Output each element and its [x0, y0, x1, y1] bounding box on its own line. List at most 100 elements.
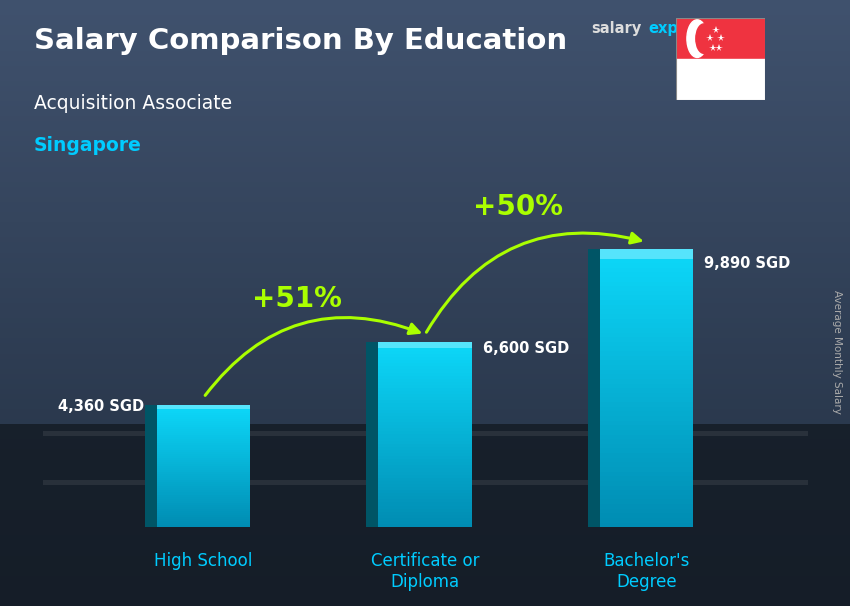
Bar [157, 405, 250, 409]
Bar [0, 505, 850, 510]
Bar [600, 286, 693, 291]
Bar [378, 518, 472, 521]
Bar [157, 413, 250, 415]
Bar [157, 433, 250, 435]
Bar [600, 467, 693, 471]
Bar [157, 429, 250, 431]
Text: explorer: explorer [649, 21, 718, 36]
Bar [0, 454, 850, 459]
Bar [0, 56, 850, 61]
Bar [378, 450, 472, 453]
Bar [600, 439, 693, 444]
Bar [600, 323, 693, 328]
Bar [600, 370, 693, 375]
Bar [157, 517, 250, 519]
Bar [157, 488, 250, 490]
Bar [378, 481, 472, 484]
Bar [0, 61, 850, 65]
Bar [0, 268, 850, 273]
Bar [0, 162, 850, 167]
Bar [378, 367, 472, 370]
Bar [157, 487, 250, 488]
Bar [600, 337, 693, 342]
Bar [0, 344, 850, 348]
Bar [157, 513, 250, 515]
Bar [600, 453, 693, 458]
Bar [157, 454, 250, 456]
Bar [378, 382, 472, 385]
Bar [157, 509, 250, 511]
Bar [676, 18, 765, 59]
Bar [0, 348, 850, 353]
Bar [378, 444, 472, 447]
Bar [378, 351, 472, 354]
Bar [378, 511, 472, 515]
Bar [0, 65, 850, 71]
Bar [378, 515, 472, 518]
Bar [378, 379, 472, 382]
Bar [378, 385, 472, 388]
Bar [0, 262, 850, 268]
Bar [157, 405, 250, 407]
Bar [0, 111, 850, 116]
Bar [378, 435, 472, 438]
Bar [157, 474, 250, 476]
Bar [157, 462, 250, 464]
Bar [600, 272, 693, 277]
Bar [600, 310, 693, 314]
Bar [600, 411, 693, 416]
Bar [42, 431, 807, 436]
Bar [157, 501, 250, 503]
Bar [600, 402, 693, 407]
Bar [0, 232, 850, 238]
Bar [600, 277, 693, 282]
Text: 9,890 SGD: 9,890 SGD [704, 256, 790, 271]
Bar [600, 435, 693, 439]
Bar [600, 249, 693, 254]
Bar [600, 508, 693, 513]
Bar [600, 379, 693, 384]
Bar [0, 242, 850, 247]
Bar [0, 556, 850, 561]
Bar [157, 460, 250, 462]
Text: salary: salary [591, 21, 641, 36]
Bar [378, 416, 472, 419]
Bar [600, 471, 693, 476]
Text: Salary Comparison By Education: Salary Comparison By Education [34, 27, 567, 55]
Text: Singapore: Singapore [34, 136, 142, 155]
Bar [600, 333, 693, 337]
Bar [378, 342, 472, 348]
Bar [0, 222, 850, 227]
Bar [600, 291, 693, 296]
Bar [157, 456, 250, 458]
Bar [378, 404, 472, 407]
Bar [0, 15, 850, 20]
Bar [157, 408, 250, 411]
Bar [0, 500, 850, 505]
Bar [0, 121, 850, 126]
Bar [378, 370, 472, 373]
Bar [0, 45, 850, 50]
Bar [0, 515, 850, 520]
Bar [157, 415, 250, 417]
Bar [0, 313, 850, 318]
Bar [157, 439, 250, 441]
Bar [600, 254, 693, 258]
Bar [157, 411, 250, 413]
Bar [378, 407, 472, 410]
Bar [157, 458, 250, 460]
Bar [0, 601, 850, 606]
Bar [600, 504, 693, 508]
Bar [0, 303, 850, 308]
Bar [0, 187, 850, 192]
Bar [157, 472, 250, 474]
Bar [378, 487, 472, 490]
Bar [0, 374, 850, 379]
Bar [588, 249, 600, 527]
Bar [600, 425, 693, 430]
Bar [157, 490, 250, 493]
Bar [600, 328, 693, 333]
Bar [0, 394, 850, 399]
Bar [378, 363, 472, 367]
Bar [378, 410, 472, 413]
